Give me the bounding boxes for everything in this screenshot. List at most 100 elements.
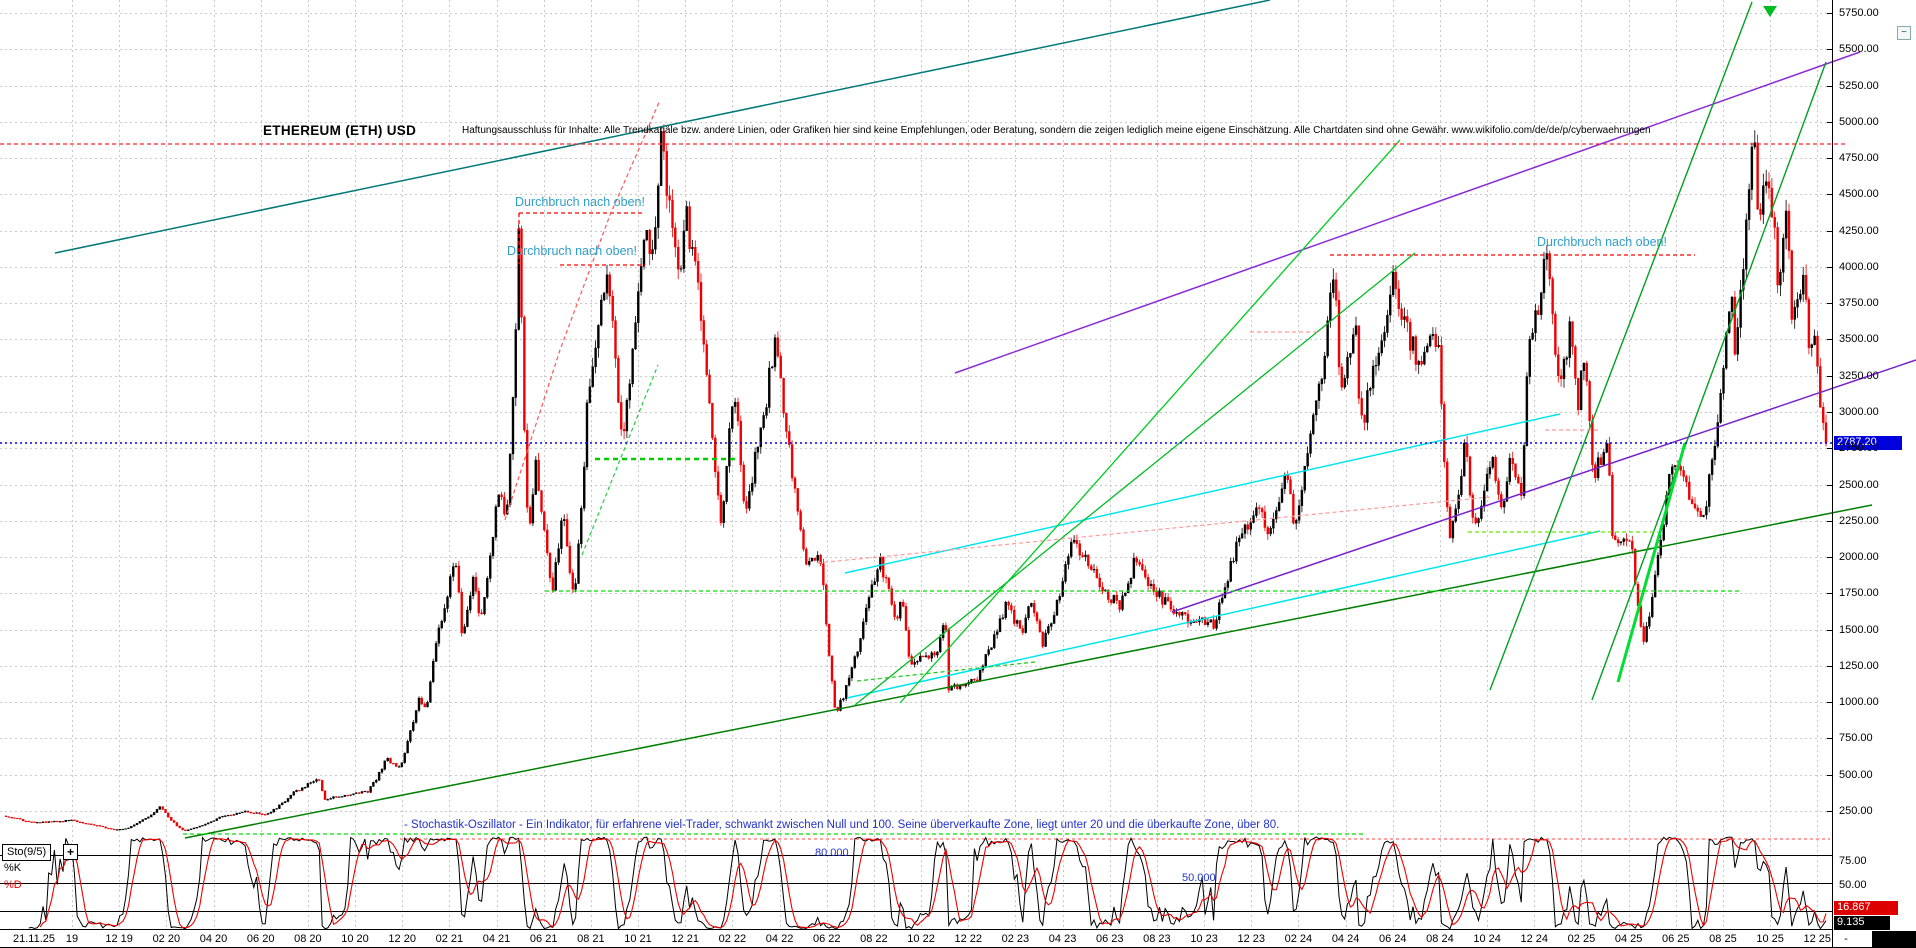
- time-tick-label: 12 21: [671, 933, 699, 945]
- time-tick-label: 04 20: [199, 933, 228, 945]
- annotation-breakout-3: Durchbruch nach oben!: [1537, 235, 1667, 249]
- stoch-k-line: [28, 836, 1827, 930]
- time-tick-label: 06 20: [246, 933, 275, 945]
- price-tick-label: 500.00: [1839, 768, 1873, 781]
- time-tick-label: 10 20: [341, 933, 369, 945]
- trendline-green-dashed-steep-2021: [581, 364, 659, 556]
- stoch-d-value-badge: 16.867: [1834, 901, 1898, 915]
- time-tick-label: 02 25: [1567, 933, 1596, 945]
- time-tick-label: 08 24: [1426, 933, 1454, 945]
- oscillator-tick-label: 50.00: [1839, 879, 1867, 891]
- time-tick-label: 12 24: [1520, 933, 1549, 945]
- stoch-k-value-badge: 9.135: [1834, 916, 1890, 930]
- time-tick-label: 08 23: [1143, 933, 1171, 945]
- disclaimer-text: Haftungsausschluss für Inhalte: Alle Tre…: [462, 125, 1651, 136]
- time-tick-label: 08 21: [577, 933, 605, 945]
- time-tick-label: 12 19: [105, 933, 133, 945]
- price-tick-label: 1000.00: [1839, 696, 1879, 709]
- time-tick-label: 12 23: [1237, 933, 1266, 945]
- collapse-panel-icon[interactable]: −: [1897, 26, 1911, 40]
- trendline-long-term-teal-resistance: [54, 0, 1271, 254]
- price-tick-label: 2500.00: [1839, 478, 1879, 491]
- price-tick-label: 5750.00: [1839, 7, 1879, 19]
- time-tick-label: 12 20: [388, 933, 416, 945]
- time-tick-label: 04 25: [1614, 933, 1643, 945]
- time-tick-label: 06 24: [1378, 933, 1407, 945]
- trendline-green-steep-right-1: [1489, 1, 1753, 691]
- trendline-green-uptrend-mid-2: [899, 139, 1401, 704]
- price-tick-label: 2000.00: [1839, 551, 1879, 564]
- stoch-k-label: %K: [4, 862, 22, 874]
- trendline-purple-uptrend-lower: [1171, 359, 1916, 613]
- stoch-level-80-label: 80.000: [815, 847, 849, 859]
- chart-title: ETHEREUM (ETH) USD: [263, 123, 417, 138]
- time-tick-label: 08 22: [860, 933, 888, 945]
- trendline-red-dashed-parabola: [504, 99, 661, 521]
- candles-down: [4, 124, 1828, 832]
- price-tick-label: 3500.00: [1839, 333, 1879, 346]
- time-tick-label: 12 25: [1803, 933, 1832, 945]
- price-tick-label: 2250.00: [1839, 514, 1879, 527]
- time-tick-label: 02 23: [1001, 933, 1030, 945]
- candles-up: [36, 126, 1816, 832]
- price-tick-label: 4750.00: [1839, 152, 1879, 165]
- time-tick-label: 02 24: [1284, 933, 1313, 945]
- time-tick-label: 04 22: [765, 933, 794, 945]
- time-tick-label: 10 23: [1190, 933, 1218, 945]
- price-tick-label: 1250.00: [1839, 659, 1879, 672]
- price-tick-label: 750.00: [1839, 732, 1873, 745]
- trendline-green-thick-short: [1616, 442, 1687, 683]
- time-tick-label: 19: [65, 933, 79, 945]
- time-tick-label: 10 22: [907, 933, 935, 945]
- time-tick-label: 10 25: [1756, 933, 1784, 945]
- trendline-cyan-channel-lower: [846, 530, 1601, 699]
- time-tick-label: 02 21: [435, 933, 464, 945]
- time-tick-label: 12 22: [954, 933, 982, 945]
- price-tick-label: 4250.00: [1839, 224, 1879, 237]
- price-tick-label: 3250.00: [1839, 369, 1879, 382]
- trendline-green-uptrend-mid-1: [854, 252, 1416, 706]
- green-triangle-down: [1763, 6, 1777, 17]
- annotation-breakout-1: Durchbruch nach oben!: [515, 195, 645, 209]
- time-tick-label: 02 22: [718, 933, 747, 945]
- price-tick-label: 1750.00: [1839, 587, 1879, 600]
- oscillator-tick-label: 75.00: [1839, 855, 1867, 867]
- current-price-badge: 2787.20: [1834, 436, 1902, 450]
- time-tick-label: 06 22: [812, 933, 841, 945]
- trendline-darkgreen-support-long: [184, 504, 1873, 839]
- price-tick-label: 5250.00: [1839, 79, 1879, 92]
- time-tick-label: 10 21: [624, 933, 652, 945]
- oscillator-panel: [0, 855, 1832, 912]
- time-tick-label: 04 21: [482, 933, 511, 945]
- stochastic-description: - Stochastik-Oszillator - Ein Indikator,…: [404, 819, 1280, 831]
- trendline-green-dashed-low-support: [856, 661, 1036, 682]
- time-tick-label: 06 21: [529, 933, 558, 945]
- price-tick-label: 5000.00: [1839, 115, 1879, 128]
- trendline-green-steep-right-2: [1591, 61, 1827, 701]
- annotation-breakout-2: Durchbruch nach oben!: [507, 244, 637, 258]
- price-tick-label: 2750.00: [1839, 442, 1879, 455]
- time-tick-label: 06 25: [1662, 933, 1690, 945]
- trendline-purple-uptrend-main: [954, 51, 1861, 374]
- stoch-d-label: %D: [4, 879, 22, 891]
- price-tick-label: 4500.00: [1839, 188, 1879, 201]
- time-tick-label: 06 23: [1095, 933, 1124, 945]
- time-tick-label: 10 24: [1473, 933, 1501, 945]
- time-tick-label: 04 23: [1048, 933, 1077, 945]
- grid: [0, 0, 1832, 929]
- stoch-level-50-label: 50.000: [1182, 872, 1216, 884]
- trendlines: [0, 0, 1916, 840]
- indicator-label-sto[interactable]: Sto(9/5): [2, 844, 52, 861]
- time-tick-label: 08 25: [1709, 933, 1737, 945]
- time-tick-label: 08 20: [294, 933, 322, 945]
- price-tick-label: 3000.00: [1839, 405, 1879, 418]
- price-tick-label: 4000.00: [1839, 260, 1879, 273]
- add-indicator-button[interactable]: +: [63, 844, 78, 860]
- time-tick-label: 02 20: [152, 933, 181, 945]
- time-tick-label: 21.11.25: [12, 933, 56, 945]
- time-tick-label: 04 24: [1331, 933, 1360, 945]
- trendline-salmon-dashed-rising: [816, 496, 1491, 564]
